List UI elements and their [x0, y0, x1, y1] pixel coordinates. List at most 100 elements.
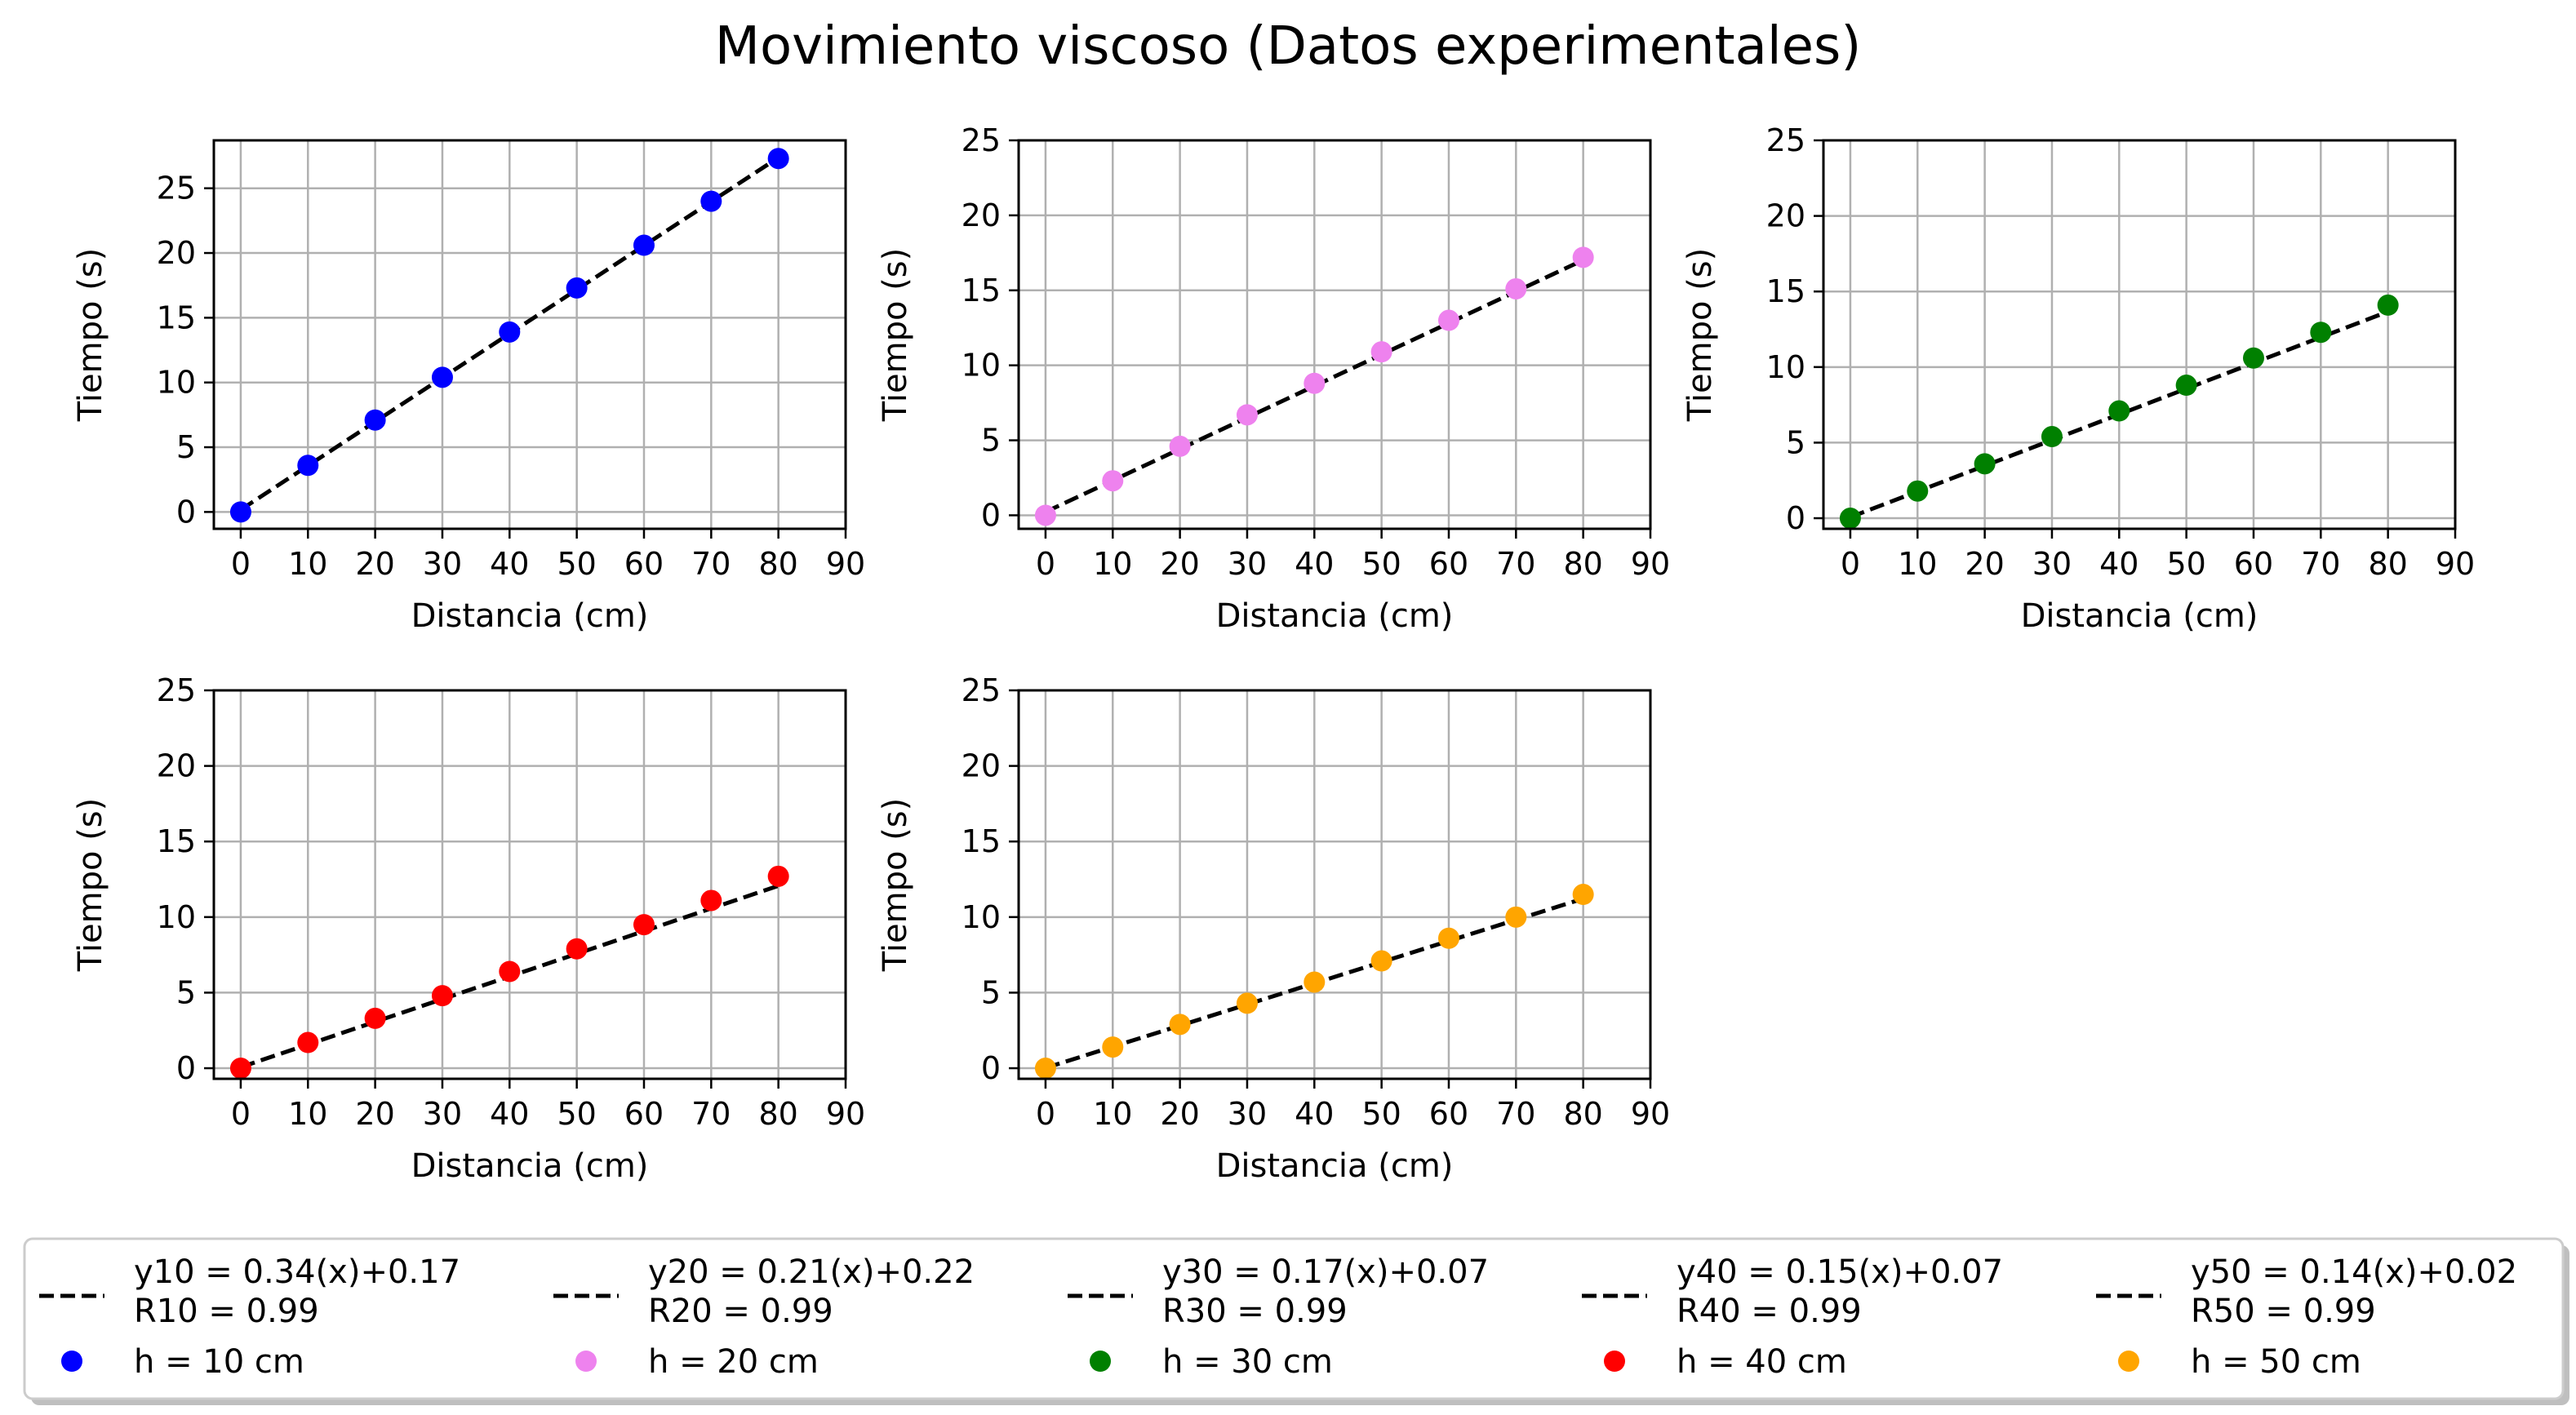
y-tick-label: 20 [157, 748, 196, 784]
data-point [1102, 1036, 1124, 1058]
subplot-1: 0 10 20 30 40 50 60 70 80 90 0 5 10 15 20 25 Distancia (… [72, 139, 865, 635]
data-point [767, 148, 789, 170]
legend-entry-fit-3: y30 = 0.17(x)+0.07 R30 = 0.99 [1068, 1253, 1489, 1330]
data-point [1907, 480, 1929, 502]
subplot-5: 0 10 20 30 40 50 60 70 80 90 0 5 10 15 20 25 Distancia (… [877, 672, 1670, 1185]
y-tick-label: 15 [962, 273, 1001, 308]
y-tick-label: 25 [1766, 122, 1805, 158]
data-point [1304, 372, 1326, 394]
data-point [2242, 347, 2264, 369]
y-tick-label: 15 [962, 823, 1001, 859]
x-tick-label: 30 [423, 1096, 462, 1132]
x-tick-label: 40 [490, 1096, 529, 1132]
y-tick-label: 15 [157, 299, 196, 335]
x-axis-label: Distancia (cm) [411, 1147, 649, 1185]
y-tick-label: 0 [981, 497, 1001, 533]
legend-marker-swatch [575, 1351, 597, 1372]
x-tick-label: 70 [691, 1096, 731, 1132]
x-axis-label: Distancia (cm) [2021, 597, 2258, 635]
data-point [1437, 309, 1459, 331]
y-tick-label: 5 [176, 974, 196, 1010]
y-tick-label: 10 [962, 348, 1001, 384]
y-tick-label: 25 [157, 672, 196, 708]
data-point [431, 366, 453, 388]
y-tick-label: 0 [176, 494, 196, 530]
axes-frame [1017, 139, 1652, 530]
x-tick-label: 50 [1361, 546, 1401, 582]
data-point [1505, 906, 1527, 928]
x-tick-label: 60 [624, 1096, 664, 1132]
data-point [1169, 435, 1191, 457]
x-axis-label: Distancia (cm) [1216, 1147, 1454, 1185]
data-point [566, 938, 588, 960]
y-tick-label: 5 [981, 423, 1001, 459]
data-point [1034, 1058, 1056, 1080]
legend-entry-marker-5: h = 50 cm [2118, 1343, 2361, 1381]
data-point [1572, 246, 1594, 268]
data-point [1974, 453, 1996, 475]
legend-entry-marker-3: h = 30 cm [1090, 1343, 1333, 1381]
y-tick-label: 5 [176, 429, 196, 465]
legend-entry-fit-2: y20 = 0.21(x)+0.22 R20 = 0.99 [553, 1253, 975, 1330]
x-axis-label: Distancia (cm) [1216, 597, 1454, 635]
y-tick-label: 25 [157, 171, 196, 206]
x-tick-label: 60 [624, 546, 664, 582]
data-point [767, 865, 789, 887]
x-tick-label: 90 [1631, 1096, 1670, 1132]
x-tick-label: 90 [826, 546, 865, 582]
data-point [431, 985, 453, 1007]
x-tick-label: 70 [2301, 546, 2340, 582]
x-tick-label: 20 [355, 1096, 394, 1132]
x-tick-label: 50 [1361, 1096, 1401, 1132]
y-tick-label: 25 [962, 122, 1001, 158]
x-tick-label: 50 [557, 546, 596, 582]
data-point [1839, 508, 1861, 530]
data-point [1236, 992, 1258, 1014]
x-tick-label: 0 [1841, 546, 1860, 582]
data-point [1169, 1014, 1191, 1036]
legend-marker-label: h = 40 cm [1677, 1343, 1847, 1381]
data-point [700, 889, 722, 912]
x-tick-label: 80 [758, 1096, 797, 1132]
legend-fit-r: R30 = 0.99 [1162, 1293, 1348, 1330]
x-tick-label: 60 [2234, 546, 2273, 582]
x-tick-label: 30 [423, 546, 462, 582]
x-tick-label: 60 [1429, 546, 1468, 582]
data-point [499, 960, 521, 983]
data-point [1034, 504, 1056, 526]
legend-entry-marker-4: h = 40 cm [1604, 1343, 1847, 1381]
data-point [700, 190, 722, 212]
x-tick-label: 70 [691, 546, 731, 582]
legend-marker-swatch [61, 1351, 82, 1372]
axes-frame [212, 689, 847, 1080]
legend-fit-equation: y50 = 0.14(x)+0.02 [2191, 1253, 2517, 1291]
data-point [2310, 322, 2332, 344]
x-tick-label: 20 [1965, 546, 2004, 582]
x-tick-label: 0 [1036, 546, 1055, 582]
x-tick-label: 0 [231, 546, 251, 582]
legend-items: y10 = 0.34(x)+0.17 R10 = 0.99 y20 = 0.21(… [39, 1253, 2517, 1381]
x-tick-label: 10 [1093, 546, 1132, 582]
data-point [1304, 971, 1326, 993]
data-point [2377, 294, 2399, 316]
y-tick-label: 10 [1766, 349, 1805, 385]
x-tick-label: 20 [1160, 546, 1199, 582]
x-tick-label: 0 [1036, 1096, 1055, 1132]
x-tick-label: 10 [288, 546, 327, 582]
legend-entry-marker-2: h = 20 cm [575, 1343, 819, 1381]
data-point [2041, 426, 2063, 448]
legend-entry-fit-5: y50 = 0.14(x)+0.02 R50 = 0.99 [2096, 1253, 2517, 1330]
data-point [364, 1007, 386, 1029]
data-point [499, 321, 521, 343]
x-tick-label: 70 [1496, 1096, 1535, 1132]
x-tick-label: 80 [2368, 546, 2407, 582]
fit-line [1044, 258, 1584, 514]
y-tick-label: 20 [1766, 198, 1805, 234]
data-point [633, 914, 655, 936]
x-tick-label: 10 [1898, 546, 1937, 582]
legend-marker-label: h = 50 cm [2191, 1343, 2361, 1381]
y-tick-label: 20 [962, 197, 1001, 233]
data-point [1572, 884, 1594, 906]
y-tick-label: 10 [157, 365, 196, 401]
